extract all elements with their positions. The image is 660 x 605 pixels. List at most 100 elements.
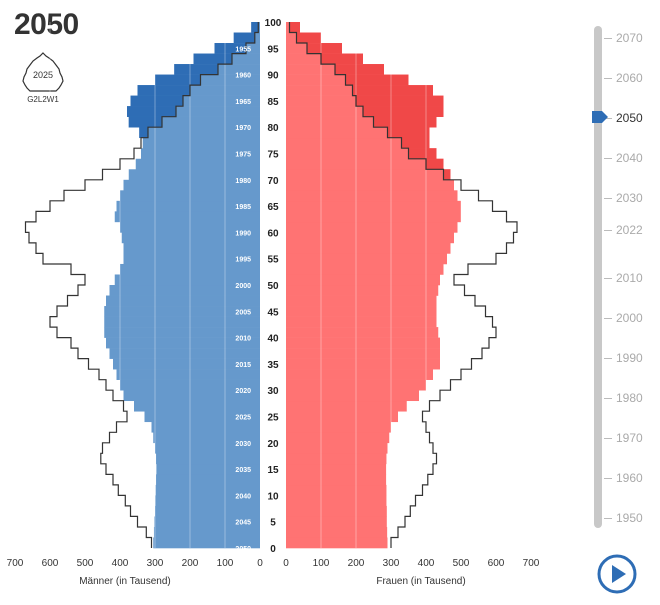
age-tick: 80 — [267, 123, 279, 134]
female-bar — [286, 200, 461, 212]
female-bar — [286, 316, 437, 328]
slider-year-2000[interactable]: 2000 — [616, 311, 643, 325]
female-bar — [286, 295, 437, 307]
x-tick-male: 600 — [42, 558, 59, 569]
slider-year-2070[interactable]: 2070 — [616, 31, 643, 45]
male-bar — [116, 200, 260, 212]
male-bar — [123, 390, 260, 402]
female-bar — [286, 221, 458, 233]
male-bar — [120, 221, 260, 233]
female-bar-surplus — [408, 148, 437, 160]
female-bar — [286, 505, 387, 517]
slider-tick — [604, 438, 612, 439]
male-bar — [113, 358, 260, 370]
female-bar-surplus — [443, 169, 451, 181]
female-bar — [286, 190, 458, 202]
female-bar — [286, 348, 440, 359]
female-bars — [286, 22, 461, 549]
age-tick: 55 — [267, 255, 279, 266]
slider-year-2010[interactable]: 2010 — [616, 271, 643, 285]
slider-tick — [604, 158, 612, 159]
male-bar — [155, 74, 260, 86]
male-bar — [156, 474, 260, 486]
birth-year-label: 1980 — [235, 178, 251, 185]
male-bar-surplus — [127, 106, 176, 117]
female-bar — [286, 400, 407, 412]
slider-tick — [604, 358, 612, 359]
female-bar — [286, 453, 387, 465]
male-bar-surplus — [155, 74, 201, 86]
slider-year-2060[interactable]: 2060 — [616, 71, 643, 85]
male-bar — [114, 274, 260, 286]
slider-year-2022[interactable]: 2022 — [616, 223, 643, 237]
slider-year-1980[interactable]: 1980 — [616, 391, 643, 405]
slider-tick — [604, 318, 612, 319]
slider-year-1970[interactable]: 1970 — [616, 431, 643, 445]
slider-tick — [604, 478, 612, 479]
female-bar — [286, 274, 440, 286]
birth-year-label: 2000 — [235, 283, 251, 290]
female-bar — [286, 369, 433, 380]
male-bar — [151, 421, 260, 433]
play-button[interactable] — [597, 554, 637, 594]
female-bar — [286, 253, 447, 265]
male-bar — [120, 263, 260, 275]
slider-year-2050[interactable]: 2050 — [616, 111, 643, 125]
slider-year-2030[interactable]: 2030 — [616, 191, 643, 205]
female-bar-surplus — [289, 22, 300, 33]
birth-year-label: 1965 — [235, 99, 251, 106]
population-outline-icon — [22, 52, 64, 92]
x-tick-female: 400 — [418, 558, 435, 569]
female-bar — [286, 484, 387, 496]
female-bar-surplus — [356, 95, 444, 107]
birth-year-label: 2020 — [235, 388, 251, 395]
female-bar — [286, 263, 444, 275]
male-bar — [116, 369, 260, 380]
female-bar-surplus — [335, 64, 384, 75]
female-bar — [286, 537, 388, 549]
male-bar — [134, 400, 260, 412]
x-tick-male: 100 — [217, 558, 234, 569]
x-tick-female: 600 — [488, 558, 505, 569]
male-bar — [155, 505, 260, 517]
birth-year-label: 2035 — [235, 467, 251, 474]
male-bar — [128, 169, 260, 181]
age-tick: 65 — [267, 202, 279, 213]
male-bar — [141, 148, 260, 160]
year-slider-track[interactable] — [594, 26, 602, 528]
slider-tick — [604, 518, 612, 519]
male-bar — [139, 127, 260, 139]
male-bar-surplus — [193, 53, 232, 65]
birth-year-label: 2050 — [235, 546, 251, 553]
birth-year-labels: 1955 1960 1965 1970 1975 1980 1985 1990 1995 2000… — [235, 46, 251, 553]
male-bars — [104, 22, 260, 549]
female-bar — [286, 327, 439, 338]
slider-tick — [604, 230, 612, 231]
female-bar-surplus — [321, 53, 363, 65]
male-axis-label: Männer (in Tausend) — [79, 576, 171, 587]
slider-year-1950[interactable]: 1950 — [616, 511, 643, 525]
slider-year-2040[interactable]: 2040 — [616, 151, 643, 165]
slider-year-1990[interactable]: 1990 — [616, 351, 643, 365]
slider-year-1960[interactable]: 1960 — [616, 471, 643, 485]
slider-handle-icon[interactable] — [592, 111, 608, 123]
male-bar — [127, 106, 260, 117]
x-tick-male: 300 — [147, 558, 164, 569]
male-bar — [155, 495, 260, 507]
male-bar-surplus — [139, 127, 148, 139]
male-bar — [109, 348, 260, 359]
age-tick: 90 — [267, 71, 279, 82]
female-bar — [286, 474, 387, 486]
female-axis-label: Frauen (in Tausend) — [376, 576, 465, 587]
male-bar — [154, 516, 260, 528]
slider-tick — [604, 398, 612, 399]
male-bar-surplus — [130, 95, 183, 107]
female-bar-surplus — [363, 106, 444, 117]
birth-year-label: 2010 — [235, 336, 251, 343]
slider-tick — [604, 38, 612, 39]
female-bar-surplus — [401, 137, 430, 149]
female-bar — [286, 148, 437, 160]
legend-year: 2025 — [32, 70, 54, 80]
female-bar — [286, 358, 440, 370]
